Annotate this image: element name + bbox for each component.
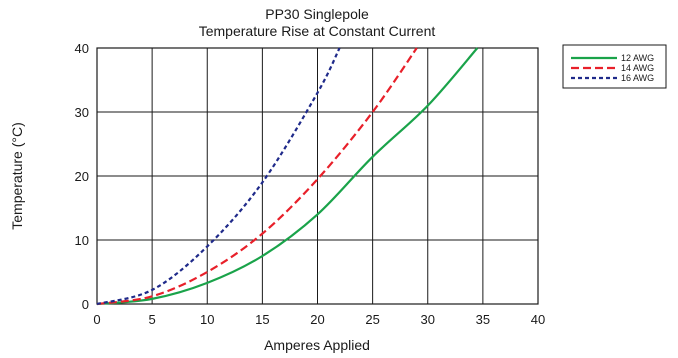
y-tick-label: 30 — [75, 105, 89, 120]
y-tick-label: 20 — [75, 169, 89, 184]
x-tick-label: 5 — [149, 312, 156, 327]
x-axis-ticks: 0 5 10 15 20 25 30 35 40 — [93, 312, 545, 327]
x-tick-label: 40 — [531, 312, 545, 327]
y-tick-label: 40 — [75, 41, 89, 56]
grid — [96, 47, 539, 305]
legend-label: 14 AWG — [621, 63, 654, 73]
x-tick-label: 20 — [310, 312, 324, 327]
x-tick-label: 15 — [255, 312, 269, 327]
x-tick-label: 30 — [421, 312, 435, 327]
legend-label: 12 AWG — [621, 53, 654, 63]
x-tick-label: 25 — [365, 312, 379, 327]
series-line-16-awg — [96, 47, 341, 306]
y-tick-label: 10 — [75, 233, 89, 248]
series-layer — [96, 47, 479, 306]
chart-subtitle: Temperature Rise at Constant Current — [199, 23, 436, 39]
x-tick-label: 10 — [200, 312, 214, 327]
x-tick-label: 35 — [476, 312, 490, 327]
legend-label: 16 AWG — [621, 73, 654, 83]
y-axis-ticks: 0 10 20 30 40 — [75, 41, 89, 312]
legend-box — [562, 44, 667, 89]
series-line-12-awg — [96, 47, 479, 306]
x-axis-label: Amperes Applied — [264, 337, 370, 353]
chart-title: PP30 Singlepole — [265, 6, 369, 22]
series-line-14-awg — [96, 47, 418, 306]
y-tick-label: 0 — [82, 297, 89, 312]
x-tick-label: 0 — [93, 312, 100, 327]
y-axis-label: Temperature (°C) — [9, 122, 25, 230]
plot-area-border — [96, 47, 539, 305]
